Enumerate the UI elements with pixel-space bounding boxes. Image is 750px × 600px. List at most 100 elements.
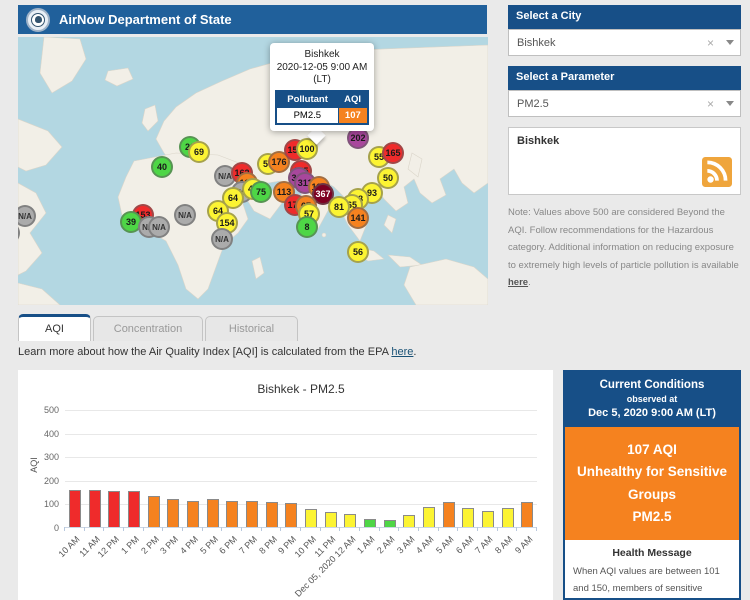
chart-bar [226,500,239,527]
x-tick-label: 5 AM [434,534,456,556]
aqi-marker[interactable]: N/A [18,205,36,227]
note-text: Note: Values above 500 are considered Be… [508,207,739,289]
aqi-marker[interactable]: 176 [268,151,290,173]
chevron-down-icon[interactable] [726,101,734,106]
x-tick-label: 5 PM [197,534,220,556]
x-tick-label: 4 AM [414,534,437,556]
aqi-marker[interactable]: 141 [347,207,369,229]
tab-historical[interactable]: Historical [205,316,298,341]
x-tick [516,527,518,531]
y-tick-label: 100 [43,499,59,510]
aqi-marker[interactable]: 40 [151,156,173,178]
aqi-marker[interactable]: 56 [347,241,369,263]
aqi-marker[interactable]: N/A [148,216,170,238]
chart-bar-slot: 1 AM [355,410,380,556]
x-tick [103,527,105,531]
chart-bar-slot: 9 PM [276,410,301,556]
chart-bar-slot: 2 PM [139,410,164,556]
aqi-marker[interactable]: 81 [328,196,350,218]
aqi-marker[interactable]: N/A [174,204,196,226]
chart-bar [206,499,219,527]
chevron-down-icon[interactable] [726,40,734,45]
clear-parameter-icon[interactable]: × [706,96,714,111]
chart-bar-slot: 11 AM [77,410,105,559]
select-parameter-header: Select a Parameter [508,66,741,90]
x-tick [162,527,164,531]
x-tick [123,527,125,531]
chart-bar [383,520,396,527]
epa-here-link[interactable]: here [391,346,414,358]
x-tick-label: 8 PM [256,534,279,556]
chart-bar-slot: 4 PM [178,410,203,556]
x-tick [64,527,65,531]
current-conditions-header: Current Conditions observed at Dec 5, 20… [565,372,739,427]
chart-bar-slot: 8 AM [493,410,518,556]
chart-bar-slot: 4 AM [414,410,439,556]
city-select-value: Bishkek [517,36,556,49]
gridline [65,410,537,411]
x-tick [536,527,537,531]
city-select[interactable]: Bishkek × [508,29,741,56]
popup-col-pollutant: Pollutant [276,90,339,107]
x-tick [359,527,361,531]
x-tick-label: 9 AM [512,534,535,556]
chart-bar [304,509,317,527]
map-basemap [18,37,488,305]
cc-datetime: Dec 5, 2020 9:00 AM (LT) [588,407,716,419]
cc-aqi-category: Unhealthy for Sensitive Groups [576,464,728,502]
chart-bar-slot: 10 PM [293,410,321,559]
chart-bar-slot: 3 AM [395,410,419,556]
x-tick-label: 4 PM [178,534,200,556]
chart-bar-slot: 8 PM [257,410,282,556]
aqi-marker[interactable]: N/A [211,228,233,250]
chart-bar [127,491,140,527]
x-tick-label: 1 AM [355,534,377,556]
chart-bar [344,513,357,527]
chart-bar-slot: Dec 05, 2020 12 AM [293,410,360,599]
x-tick-label: 8 AM [493,534,515,556]
x-tick-label: 7 PM [237,534,259,556]
y-tick-label: 500 [43,405,59,415]
y-tick-label: 200 [43,475,59,486]
x-tick [496,527,498,531]
gridline [65,457,537,459]
chart-bar [501,507,514,527]
aqi-marker[interactable]: 69 [188,141,210,163]
chart-bar [245,500,258,527]
chart-bar [324,511,337,527]
x-tick [280,527,282,531]
x-tick-label: 2 AM [375,534,397,556]
aqi-marker[interactable]: 100 [296,138,318,160]
aqi-marker[interactable]: 75 [250,181,272,203]
clear-city-icon[interactable]: × [706,35,714,50]
feed-box: Bishkek [508,127,741,195]
x-tick [142,527,144,531]
health-message-title: Health Message [612,547,692,560]
aqi-chart: Bishkek - PM2.5 AQI 10 AM 11 AM 12 PM 1 PM 2… [18,370,553,600]
tab-concentration[interactable]: Concentration [93,316,203,341]
parameter-select[interactable]: PM2.5 × [508,90,741,117]
sidebar: Select a City Bishkek × Select a Paramet… [508,5,741,292]
x-tick-label: 1 PM [118,534,141,556]
cc-title: Current Conditions [599,379,705,391]
aqi-marker[interactable]: 50 [377,167,399,189]
x-tick-label: 10 AM [56,534,82,560]
aqi-marker[interactable]: 367 [312,183,334,205]
x-tick-label: 3 PM [158,534,181,556]
chart-bar-slot: 6 PM [217,410,242,556]
tab-aqi[interactable]: AQI [18,314,91,341]
chart-bar-slot: 9 AM [513,410,537,556]
note-here-link[interactable]: here [508,277,529,289]
aqi-marker[interactable]: 8 [296,216,318,238]
aqi-marker[interactable]: 165 [382,142,404,164]
x-tick-label: 3 AM [394,534,417,556]
gridline [65,480,537,482]
rss-icon[interactable] [702,157,732,187]
y-tick-label: 0 [53,523,59,533]
world-map[interactable]: N/AN/A40266915339N/AN/AN/AN/A162104N/A46… [18,37,488,305]
aqi-marker[interactable]: 64 [222,187,244,209]
popup-aqi-table: Pollutant AQI PM2.5 107 [275,89,369,125]
chart-bar [108,490,121,527]
chart-bar-slot: 6 AM [454,410,478,556]
x-tick [319,527,321,531]
